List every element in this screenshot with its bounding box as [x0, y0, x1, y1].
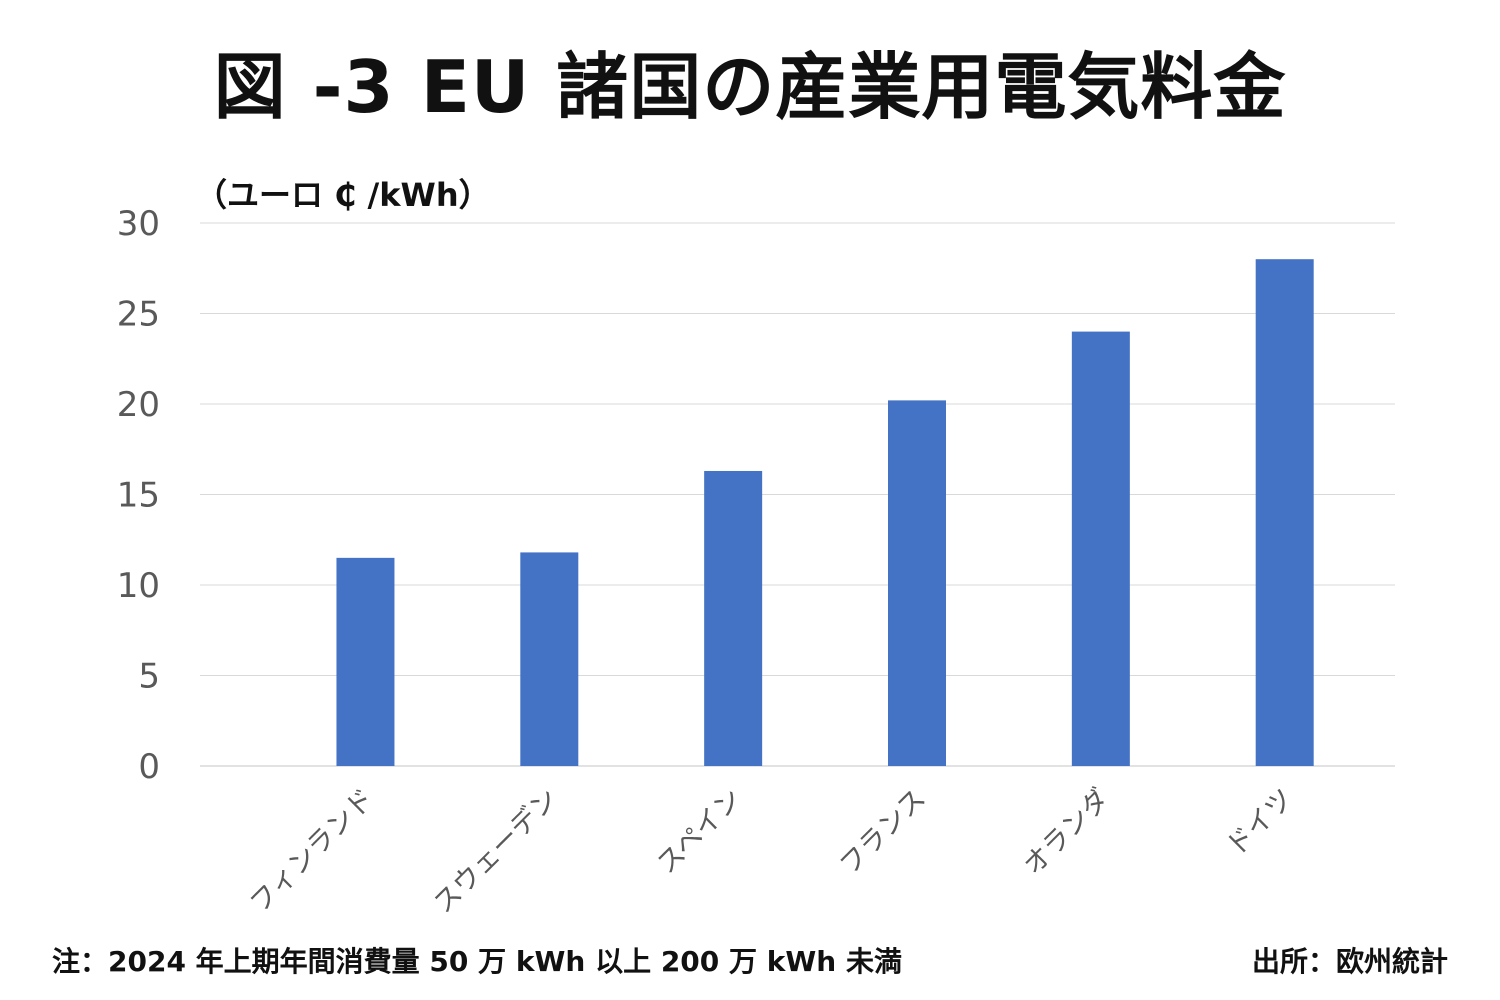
bar-1	[520, 552, 579, 766]
y-tick-label: 20	[117, 385, 160, 425]
x-tick-label: フィンランド	[244, 783, 380, 919]
bar-4	[1071, 331, 1130, 766]
x-tick-label: スウェーデン	[428, 783, 564, 919]
bar-0	[336, 557, 395, 766]
gridlines	[200, 222, 1395, 767]
source-note: 出所：欧州統計	[1251, 945, 1448, 978]
y-tick-label: 30	[117, 204, 160, 244]
x-tick-label: フランス	[834, 783, 932, 881]
y-tick-label: 25	[117, 295, 160, 335]
y-tick-label: 5	[138, 657, 160, 697]
y-tick-label: 10	[117, 566, 160, 606]
y-axis-ticks: 0 5 10 15 20 25 30	[117, 204, 160, 787]
y-tick-label: 15	[117, 476, 160, 516]
bar-5	[1255, 259, 1314, 766]
bar-2	[704, 470, 763, 766]
footnote: 注：2024 年上期年間消費量 50 万 kWh 以上 200 万 kWh 未満	[52, 945, 902, 978]
y-axis-unit-label: （ユーロ ₵ /kWh）	[195, 176, 491, 214]
x-tick-label: オランダ	[1018, 783, 1116, 881]
x-tick-label: ドイツ	[1220, 783, 1299, 862]
chart-title: 図 -3 EU 諸国の産業用電気料金	[213, 45, 1287, 129]
bars	[336, 259, 1314, 766]
x-tick-label: スペイン	[651, 783, 748, 880]
bar-3	[888, 400, 946, 766]
x-axis-ticks: フィンランド スウェーデン スペイン フランス オランダ ドイツ	[244, 783, 1299, 919]
y-tick-label: 0	[138, 747, 160, 787]
